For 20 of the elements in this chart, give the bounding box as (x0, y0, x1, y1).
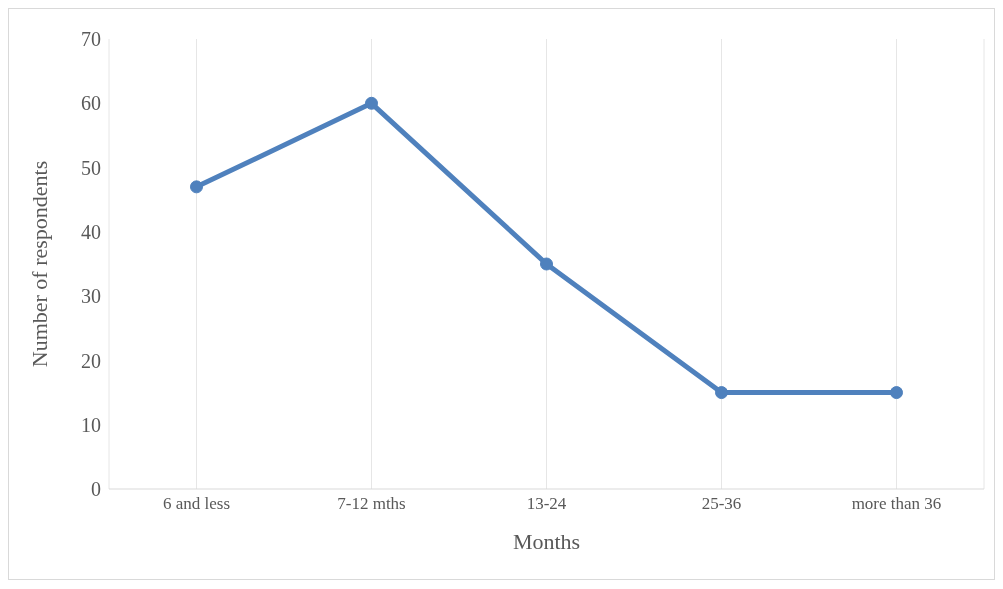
point (540, 257, 553, 271)
point (365, 96, 378, 110)
y-tick-label: 20 (81, 349, 101, 372)
x-tick-label: more than 36 (851, 494, 942, 514)
y-tick-label: 30 (81, 285, 101, 308)
point (715, 386, 728, 400)
y-tick-label: 10 (81, 413, 101, 436)
y-axis-title: Number of respondents (26, 160, 52, 368)
y-tick-label: 60 (81, 92, 101, 115)
x-tick-label: 6 and less (162, 494, 231, 514)
y-tick-label: 40 (81, 220, 101, 243)
x-tick-label: 25-36 (701, 494, 742, 514)
y-tick-label: 50 (81, 156, 101, 179)
y-tick-label: 0 (91, 478, 101, 501)
point (190, 180, 203, 194)
x-axis-title: Months (512, 529, 581, 554)
point (890, 386, 903, 400)
x-tick-label: 13-24 (526, 494, 567, 514)
x-tick-label: 7-12 mths (337, 494, 406, 514)
y-tick-label: 70 (81, 28, 101, 51)
